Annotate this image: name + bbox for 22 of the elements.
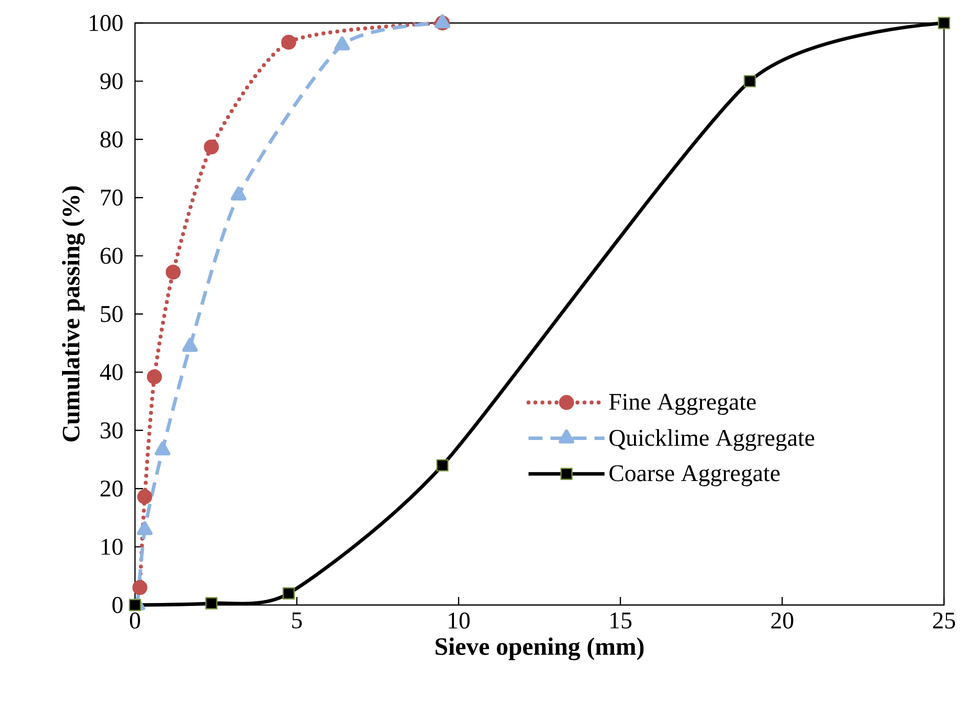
x-axis-title: Sieve opening (mm) [436, 637, 644, 660]
x-tick-label: 10 [448, 612, 470, 629]
y-tick-label: 70 [101, 190, 123, 206]
legend-label: Coarse Aggregate [609, 465, 780, 486]
y-tick-label: 50 [100, 306, 123, 322]
y-tick-label: 90 [100, 73, 123, 90]
x-tick-label: 25 [933, 612, 956, 629]
y-tick-label: 30 [100, 422, 123, 438]
x-tick-label: 20 [771, 612, 794, 629]
y-tick-label: 10 [102, 538, 123, 555]
legend-label: Quicklime Aggregate [609, 429, 814, 451]
y-tick-label: 80 [100, 131, 123, 148]
y-tick-label: 60 [100, 248, 123, 264]
y-tick-label: 20 [100, 480, 123, 497]
x-tick-label: 5 [292, 612, 302, 628]
y-tick-label: 40 [100, 364, 123, 380]
x-tick-label: 15 [610, 612, 632, 629]
x-tick-label: 0 [130, 612, 140, 629]
y-tick-label: 100 [90, 14, 123, 32]
y-tick-label: 0 [112, 596, 123, 614]
legend-label: Fine Aggregate [609, 394, 756, 415]
y-axis-title: Cumulative passing (%) [62, 186, 85, 442]
